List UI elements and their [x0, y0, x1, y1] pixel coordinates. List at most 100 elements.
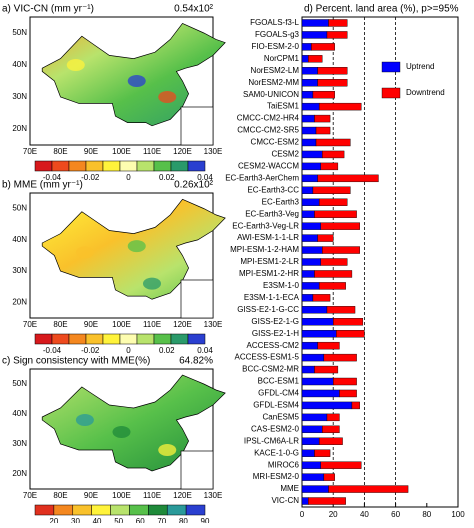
colorbar-cell	[34, 160, 53, 172]
legend-label: Uptrend	[406, 62, 434, 71]
bar-segment	[326, 413, 340, 422]
map-title: a) VIC-CN (mm yr⁻¹)	[2, 4, 94, 15]
bar-segment	[328, 19, 348, 27]
lat-label: 40N	[12, 409, 27, 418]
bar-segment	[333, 377, 357, 386]
bar-segment	[317, 67, 348, 75]
bar-segment	[328, 485, 409, 493]
colorbar-cell	[53, 504, 74, 516]
x-tick-label: 0	[300, 510, 305, 519]
y-tick-label: EC-Earth3-AerChem	[225, 173, 299, 182]
bar-segment	[301, 413, 328, 422]
y-tick-label: FGOALS-g3	[255, 30, 300, 39]
map-scale-label: 0.26x10²	[174, 180, 214, 191]
lon-label: 120E	[173, 147, 192, 156]
bar-segment	[301, 126, 317, 135]
south-sea-inset	[180, 106, 214, 146]
bar-segment	[323, 473, 335, 481]
bar-segment	[317, 341, 340, 350]
bar-segment	[301, 485, 329, 493]
lon-label: 130E	[204, 147, 223, 156]
lon-label: 70E	[23, 491, 37, 500]
bar-segment	[301, 318, 334, 326]
colorbar-cell	[85, 333, 104, 345]
colorbar-cell	[110, 504, 130, 516]
colorbar-cell	[148, 504, 168, 516]
y-tick-label: TaiESM1	[267, 102, 300, 111]
y-tick-label: E3SM-1-0	[263, 281, 300, 290]
bar-segment	[301, 437, 320, 445]
lon-label: 110E	[143, 320, 161, 329]
bar-segment	[301, 330, 337, 338]
lat-label: 40N	[12, 235, 27, 244]
bar-segment	[322, 425, 340, 434]
y-tick-label: CMCC-CM2-HR4	[237, 114, 300, 123]
map-patch	[66, 59, 85, 71]
y-tick-label: ACCESS-ESM1-5	[235, 353, 300, 362]
bar-segment	[318, 198, 348, 206]
colorbar-label: -0.04	[43, 346, 62, 355]
y-tick-label: GISS-E2-1-G	[251, 317, 299, 326]
lon-label: 100E	[112, 491, 131, 500]
y-tick-label: NorESM2-LM	[251, 66, 300, 75]
bar-segment	[301, 114, 315, 123]
lon-label: 80E	[53, 147, 67, 156]
y-tick-label: NorCPM1	[264, 54, 300, 63]
bar-segment	[301, 234, 318, 242]
lon-label: 80E	[53, 320, 67, 329]
bar-segment	[301, 150, 323, 159]
bar-segment	[317, 79, 348, 87]
y-tick-label: MPI-ESM1-2-LR	[240, 257, 299, 266]
lon-label: 90E	[84, 491, 98, 500]
map-scale-label: 0.54x10²	[174, 4, 214, 15]
bar-segment	[312, 186, 351, 194]
bar-segment	[312, 294, 331, 302]
map-patch	[127, 75, 146, 87]
y-tick-label: MPI-ESM1-2-HR	[239, 269, 299, 278]
bar-segment	[311, 43, 335, 51]
y-tick-label: EC-Earth3-Veg	[245, 209, 299, 218]
colorbar-label: 40	[93, 517, 102, 523]
x-tick-label: 60	[391, 510, 400, 519]
lon-label: 70E	[23, 320, 37, 329]
bar-segment	[315, 138, 351, 147]
bar-segment	[320, 258, 348, 266]
y-tick-label: ACCESS-CM2	[247, 341, 300, 350]
colorbar-label: 60	[136, 517, 145, 523]
bar-segment	[315, 126, 331, 135]
y-tick-label: EC-Earth3-CC	[247, 185, 299, 194]
bar-segment	[301, 222, 321, 230]
bar-segment	[301, 389, 340, 398]
colorbar-cell	[185, 504, 206, 516]
bar-segment	[317, 234, 334, 242]
bar-segment	[301, 102, 320, 111]
legend-label: Downtrend	[406, 88, 445, 97]
y-tick-label: FIO-ESM-2-0	[251, 42, 299, 51]
y-tick-label: FGOALS-f3-L	[250, 18, 299, 27]
colorbar-label: -0.04	[43, 173, 62, 182]
chart-title: d) Percent. land area (%), p>=95%	[304, 4, 459, 15]
colorbar-label: 0	[126, 346, 131, 355]
map-patch	[75, 414, 94, 426]
bar-segment	[301, 497, 309, 505]
colorbar-label: 0.04	[197, 173, 213, 182]
lat-label: 20N	[12, 124, 27, 133]
y-tick-label: CanESM5	[263, 412, 300, 421]
x-tick-label: 40	[360, 510, 369, 519]
colorbar-cell	[187, 333, 206, 345]
bar-segment	[301, 353, 325, 362]
colorbar-label: 50	[114, 517, 123, 523]
colorbar-label: -0.02	[81, 173, 100, 182]
lat-label: 20N	[12, 469, 27, 478]
y-tick-label: E3SM-1-1-ECA	[244, 293, 300, 302]
bar-segment	[320, 461, 362, 469]
colorbar-cell	[129, 504, 149, 516]
bar-segment	[314, 365, 339, 374]
bar-segment	[318, 437, 343, 445]
lon-label: 100E	[112, 147, 131, 156]
map-patch	[75, 246, 94, 259]
bar-segment	[301, 377, 334, 386]
colorbar-cell	[85, 160, 104, 172]
bar-segment	[301, 473, 325, 481]
